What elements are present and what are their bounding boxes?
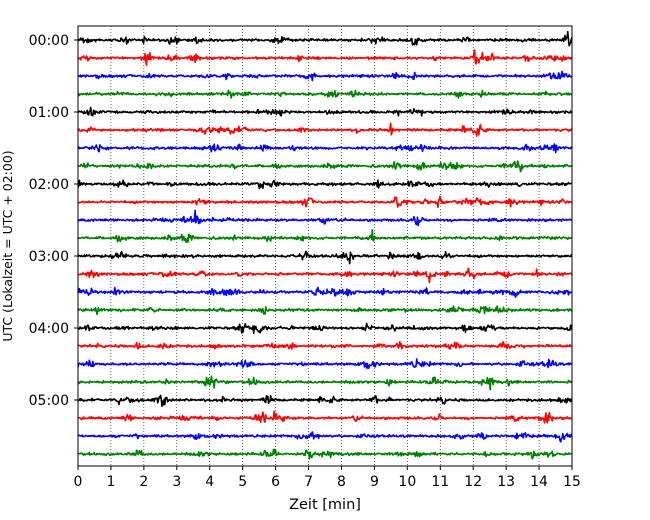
x-tick-label: 3: [172, 474, 181, 490]
x-tick-label: 13: [497, 474, 515, 490]
seismic-trace-0145: [77, 160, 573, 173]
x-tick-label: 1: [106, 474, 115, 490]
y-tick-label: 01:00: [29, 105, 69, 121]
y-axis-label: UTC (Lokalzeit = UTC + 02:00): [0, 150, 15, 341]
seismic-trace-0515: [77, 410, 573, 424]
x-axis-ticks: 0 1 2 3 4 5 6 7 8 9 10 11 12 13 14 15: [74, 466, 581, 490]
plot-frame: [77, 25, 573, 467]
seismic-traces: [77, 30, 573, 460]
seismic-trace-0230: [77, 209, 573, 227]
x-tick-label: 9: [370, 474, 379, 490]
grid-lines: [110, 26, 540, 466]
seismic-trace-0500: [77, 394, 573, 408]
seismic-trace-0430: [77, 358, 573, 369]
seismic-trace-0030: [77, 70, 573, 82]
seismic-trace-0300: [77, 250, 573, 265]
x-tick-label: 5: [238, 474, 247, 490]
seismic-trace-0245: [77, 228, 573, 243]
seismic-trace-0215: [77, 195, 573, 209]
y-tick-label: 05:00: [29, 393, 69, 409]
x-axis-label: Zeit [min]: [289, 497, 361, 513]
x-tick-label: 0: [74, 474, 83, 490]
seismic-trace-0415: [77, 340, 573, 350]
x-tick-label: 14: [530, 474, 548, 490]
seismic-trace-0045: [77, 89, 573, 99]
seismic-trace-0330: [77, 286, 573, 298]
x-tick-label: 15: [563, 474, 581, 490]
seismic-trace-0130: [77, 143, 573, 154]
y-tick-label: 03:00: [29, 249, 69, 265]
seismic-trace-0315: [77, 267, 573, 284]
x-tick-label: 8: [337, 474, 346, 490]
seismic-trace-0545: [77, 448, 573, 460]
seismic-trace-0015: [77, 49, 573, 66]
seismic-trace-0200: [77, 179, 573, 190]
x-tick-label: 10: [398, 474, 416, 490]
seismic-trace-0000: [77, 30, 573, 47]
y-axis-ticks: 00:00 01:00 02:00 03:00 04:00 05:00: [29, 33, 78, 409]
x-tick-label: 12: [464, 474, 482, 490]
seismic-trace-0345: [77, 305, 573, 316]
x-tick-label: 4: [205, 474, 214, 490]
x-tick-label: 7: [304, 474, 313, 490]
seismic-trace-0100: [77, 106, 573, 117]
seismic-trace-0530: [77, 431, 573, 443]
seismic-trace-0400: [77, 322, 573, 335]
seismic-trace-0445: [77, 375, 573, 391]
y-tick-label: 02:00: [29, 177, 69, 193]
x-tick-label: 11: [431, 474, 449, 490]
y-tick-label: 00:00: [29, 33, 69, 49]
seismic-trace-0115: [77, 122, 573, 137]
x-tick-label: 6: [271, 474, 280, 490]
x-tick-label: 2: [139, 474, 148, 490]
y-tick-label: 04:00: [29, 321, 69, 337]
